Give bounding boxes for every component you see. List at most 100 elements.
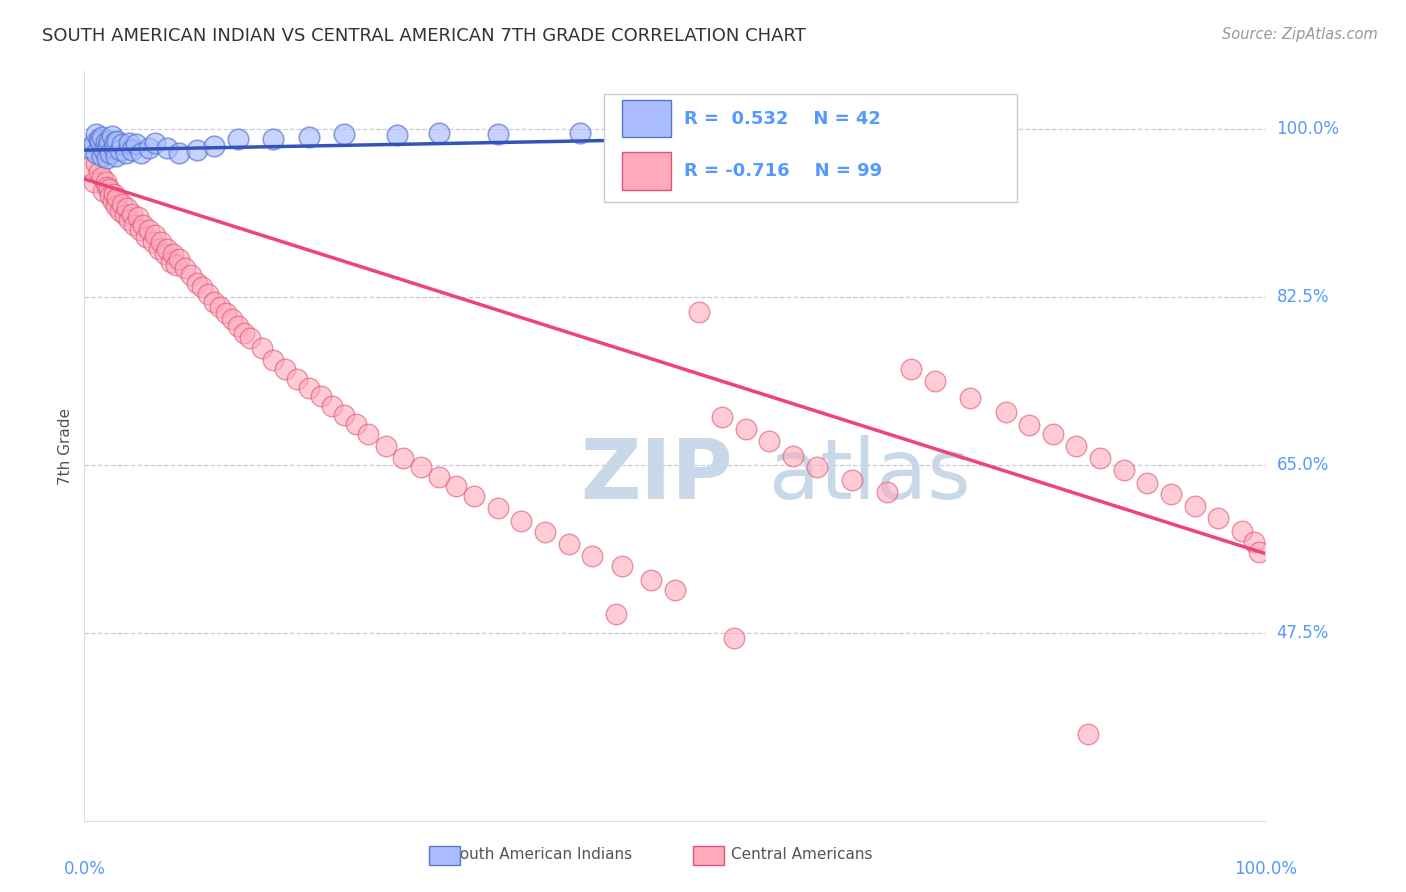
Text: 0.0%: 0.0%: [63, 860, 105, 878]
Point: [605, 607, 627, 621]
Point: [138, 223, 160, 237]
Point: [101, 194, 124, 208]
Point: [387, 128, 409, 142]
Point: [115, 201, 138, 215]
Text: Central Americans: Central Americans: [731, 847, 872, 862]
Point: [510, 514, 533, 528]
Point: [534, 525, 557, 540]
Point: [226, 131, 249, 145]
Point: [427, 469, 450, 483]
Point: [125, 137, 148, 152]
Point: [111, 197, 134, 211]
Text: SOUTH AMERICAN INDIAN VS CENTRAL AMERICAN 7TH GRADE CORRELATION CHART: SOUTH AMERICAN INDIAN VS CENTRAL AMERICA…: [42, 27, 806, 45]
Point: [148, 242, 170, 256]
Point: [159, 254, 181, 268]
Point: [250, 341, 273, 355]
Point: [782, 449, 804, 463]
Point: [84, 127, 107, 141]
Point: [723, 631, 745, 645]
Point: [581, 549, 603, 564]
Point: [180, 268, 202, 282]
Point: [1112, 463, 1135, 477]
Point: [900, 362, 922, 376]
Point: [105, 149, 128, 163]
Point: [94, 136, 117, 150]
Point: [1077, 727, 1099, 741]
Point: [91, 149, 114, 163]
Point: [87, 165, 110, 179]
Text: ZIP: ZIP: [581, 435, 733, 516]
Point: [285, 372, 308, 386]
Point: [96, 179, 118, 194]
Point: [118, 136, 141, 151]
Point: [321, 399, 343, 413]
Point: [143, 136, 166, 151]
Point: [91, 169, 114, 184]
Point: [98, 134, 121, 148]
Point: [610, 559, 633, 574]
Point: [79, 161, 101, 175]
Point: [191, 280, 214, 294]
Point: [1230, 524, 1253, 538]
Point: [344, 417, 367, 431]
Point: [121, 143, 143, 157]
Point: [734, 422, 756, 436]
Bar: [621, 100, 671, 137]
Point: [758, 434, 780, 449]
Point: [226, 318, 249, 333]
Text: 82.5%: 82.5%: [1277, 288, 1329, 306]
Point: [108, 203, 131, 218]
Point: [97, 139, 120, 153]
Point: [1184, 499, 1206, 513]
Point: [664, 583, 686, 598]
Point: [83, 136, 105, 151]
Point: [166, 259, 188, 273]
Point: [91, 185, 114, 199]
Point: [127, 211, 149, 225]
Point: [138, 141, 160, 155]
Text: 65.0%: 65.0%: [1277, 456, 1329, 475]
Point: [107, 134, 129, 148]
Point: [446, 479, 468, 493]
Point: [103, 187, 125, 202]
Text: R = -0.716    N = 99: R = -0.716 N = 99: [685, 162, 883, 180]
Text: Source: ZipAtlas.com: Source: ZipAtlas.com: [1222, 27, 1378, 42]
Point: [150, 235, 173, 250]
Text: 100.0%: 100.0%: [1277, 120, 1340, 138]
Point: [333, 409, 356, 423]
Point: [1042, 427, 1064, 442]
Point: [876, 485, 898, 500]
Point: [104, 136, 127, 150]
Point: [98, 189, 121, 203]
Text: R =  0.532    N = 42: R = 0.532 N = 42: [685, 110, 882, 128]
Point: [806, 460, 828, 475]
Point: [79, 141, 101, 155]
Point: [156, 141, 179, 155]
Point: [87, 131, 110, 145]
Point: [98, 146, 121, 161]
Point: [186, 276, 208, 290]
Point: [463, 489, 485, 503]
Point: [1088, 450, 1111, 465]
Point: [1136, 475, 1159, 490]
Point: [640, 574, 662, 588]
Point: [557, 537, 579, 551]
Point: [96, 151, 118, 165]
Point: [1018, 417, 1040, 432]
Point: [1066, 439, 1088, 453]
Point: [91, 129, 114, 144]
Point: [128, 223, 150, 237]
Point: [209, 300, 232, 314]
Text: 47.5%: 47.5%: [1277, 624, 1329, 642]
Point: [262, 131, 284, 145]
Point: [114, 209, 136, 223]
Point: [239, 331, 262, 345]
Point: [153, 247, 176, 261]
Point: [100, 128, 122, 143]
Point: [924, 374, 946, 388]
Point: [186, 143, 208, 157]
Point: [156, 242, 179, 256]
Point: [122, 218, 145, 232]
Bar: [621, 153, 671, 190]
Point: [569, 126, 592, 140]
